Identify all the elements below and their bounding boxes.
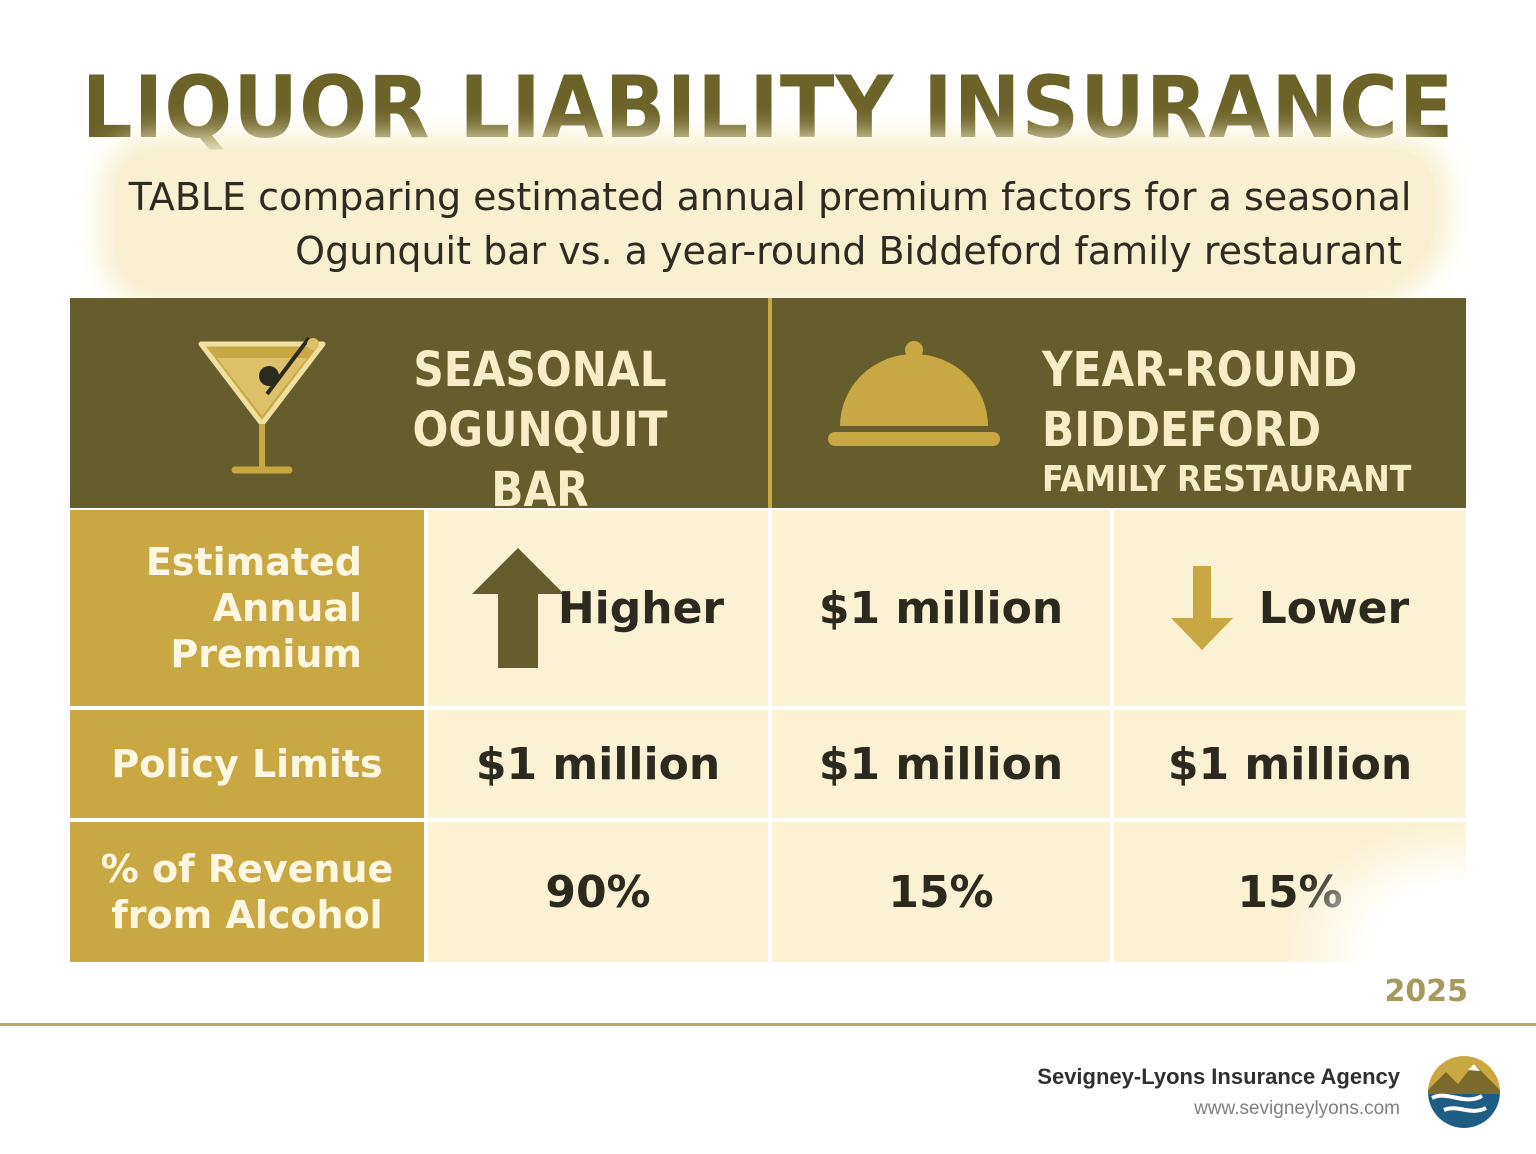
row-label-premium: Estimated Annual Premium [70, 510, 424, 706]
label-line: Premium [170, 632, 362, 676]
footer-divider [0, 1023, 1536, 1026]
row-label-revenue: % of Revenue from Alcohol [70, 822, 424, 962]
bar-column-title: SEASONAL OGUNQUIT BAR [382, 340, 699, 520]
cell-limits-middle: $1 million [772, 710, 1110, 818]
cell-premium-restaurant: Lower [1114, 510, 1466, 706]
subtitle-highlight [115, 150, 1435, 290]
label-line: % of Revenue [100, 847, 394, 891]
agency-url[interactable]: www.sevigneylyons.com [1194, 1098, 1400, 1119]
label-line: Annual [212, 586, 362, 630]
corner-fade [1280, 820, 1480, 980]
subtitle-line-2: Ogunquit bar vs. a year-round Biddeford … [295, 229, 1402, 273]
row-label-revenue-text: % of Revenue from Alcohol [101, 846, 394, 938]
restaurant-title-line-1: YEAR-ROUND [1042, 342, 1358, 398]
restaurant-title-line-2: BIDDEFORD [1042, 402, 1322, 458]
cell-value: Higher [557, 582, 725, 634]
cell-premium-bar: Higher [428, 510, 768, 706]
agency-logo-icon [1428, 1056, 1500, 1128]
subtitle: TABLE comparing estimated annual premium… [120, 170, 1420, 278]
arrow-down-icon [1170, 566, 1233, 650]
restaurant-column-title: YEAR-ROUND BIDDEFORD [1042, 340, 1357, 460]
subtitle-line-1: TABLE comparing estimated annual premium… [128, 175, 1412, 219]
cell-limits-bar: $1 million [428, 710, 768, 818]
restaurant-column-subtitle: FAMILY RESTAURANT [1042, 459, 1412, 500]
bar-title-line-1: SEASONAL [413, 342, 667, 398]
arrow-up-icon [471, 548, 564, 668]
martini-glass-icon [198, 336, 326, 474]
cell-premium-middle: $1 million [772, 510, 1110, 706]
cell-value: $1 million [1167, 738, 1413, 790]
cell-limits-restaurant: $1 million [1114, 710, 1466, 818]
cell-value: $1 million [818, 582, 1064, 634]
cell-value: 90% [545, 866, 651, 918]
row-label-policy-limits: Policy Limits [70, 710, 424, 818]
header-year-round-restaurant: YEAR-ROUND BIDDEFORD FAMILY RESTAURANT [772, 298, 1466, 508]
label-line: Estimated [145, 540, 362, 584]
page-title: LIQUOR LIABILITY INSURANCE [81, 58, 1455, 158]
cell-revenue-bar: 90% [428, 822, 768, 962]
cell-value: $1 million [475, 738, 721, 790]
food-cloche-icon [828, 341, 1000, 446]
row-label-premium-text: Estimated Annual Premium [146, 539, 362, 677]
agency-name: Sevigney-Lyons Insurance Agency [1037, 1064, 1400, 1089]
year-label: 2025 [1384, 974, 1469, 1009]
bar-title-line-2: OGUNQUIT BAR [412, 402, 668, 518]
header-divider [768, 298, 772, 508]
label-line: from Alcohol [111, 893, 383, 937]
cell-value: 15% [888, 866, 994, 918]
comparison-table: SEASONAL OGUNQUIT BAR YEAR-ROUND BIDDEFO… [70, 298, 1466, 962]
header-seasonal-bar: SEASONAL OGUNQUIT BAR [70, 298, 768, 518]
cell-value: $1 million [818, 738, 1064, 790]
cell-value: Lower [1258, 582, 1410, 634]
cell-revenue-middle: 15% [772, 822, 1110, 962]
